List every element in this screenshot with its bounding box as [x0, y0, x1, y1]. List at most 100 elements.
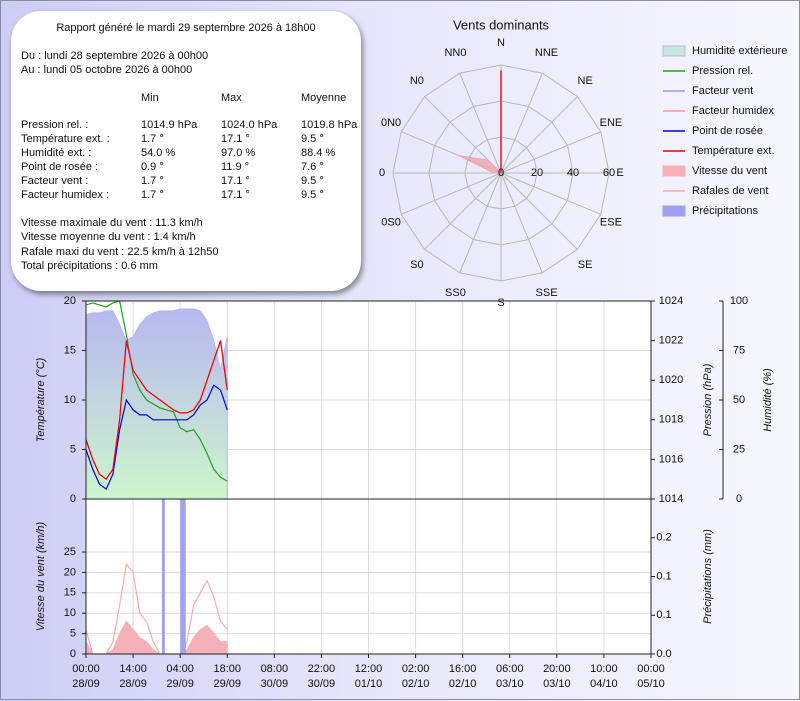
direction-label: NN0: [444, 47, 466, 59]
radial-tick-label: 20: [531, 167, 543, 179]
y-axis-title: Température (°C): [35, 357, 47, 442]
direction-label: NE: [578, 75, 593, 87]
legend-label: Facteur humidex: [692, 105, 774, 117]
spoke: [500, 73, 543, 174]
direction-label: NNE: [535, 47, 558, 59]
stat-value: 54.0 %: [141, 146, 176, 159]
y-tick-label: 10: [64, 607, 76, 619]
y2-tick-label: 0.2: [656, 532, 671, 544]
stat-value: 7.6 °: [301, 160, 324, 173]
y3-axis-title: Humidité (%): [762, 368, 774, 432]
x-tick-label: 28/09: [119, 678, 147, 690]
y-tick-label: 10: [64, 394, 76, 406]
stat-value: 17.1 °: [221, 132, 250, 145]
spoke: [401, 172, 502, 215]
legend-label: Précipitations: [692, 205, 759, 217]
y-tick-label: 20: [64, 566, 76, 578]
y-tick-label: 5: [70, 628, 76, 640]
y-tick-label: 15: [64, 344, 76, 356]
radial-tick-label: 60: [603, 167, 615, 179]
direction-label: N0: [410, 75, 424, 87]
x-tick-label: 14:00: [119, 663, 147, 675]
x-tick-label: 03/10: [543, 678, 571, 690]
report-to: Au : lundi 05 octobre 2026 à 00h00: [21, 64, 193, 76]
x-tick-label: 01/10: [355, 678, 383, 690]
y-tick-label: 5: [70, 443, 76, 455]
line: [86, 384, 228, 491]
column-header: Max: [221, 92, 242, 104]
chart-title: Vents dominants: [453, 17, 550, 32]
y2-axis-title: Précipitations (mm): [702, 529, 714, 624]
y2-tick-label: 1020: [659, 374, 683, 386]
x-tick-label: 30/09: [308, 678, 336, 690]
stat-value: 17.1 °: [221, 188, 250, 201]
stat-label: Température ext. :: [21, 132, 110, 145]
stat-value: 11.9 °: [221, 160, 250, 173]
y-tick-label: 20: [64, 295, 76, 307]
y2-tick-label: 1024: [659, 295, 683, 307]
x-tick-label: 06:00: [496, 663, 524, 675]
y3-tick-label: 25: [733, 443, 745, 455]
x-tick-label: 02:00: [402, 663, 430, 675]
x-tick-label: 10:00: [590, 663, 618, 675]
direction-label: SSE: [536, 287, 558, 299]
direction-label: SS0: [445, 287, 466, 299]
radial-tick-label: 40: [567, 167, 579, 179]
stat-value: 9.5 °: [301, 188, 324, 201]
area: [86, 308, 228, 499]
y2-tick-label: 1022: [659, 335, 683, 347]
x-tick-label: 00:00: [637, 663, 665, 675]
legend-swatch: [662, 205, 686, 217]
x-tick-label: 03/10: [496, 678, 524, 690]
direction-label: SE: [578, 259, 593, 271]
direction-label: ESE: [600, 217, 622, 229]
bar: [180, 499, 184, 654]
stat-value: 0.9 °: [141, 160, 164, 173]
x-tick-label: 20:00: [543, 663, 571, 675]
direction-label: ENE: [600, 117, 623, 129]
report-box: Rapport généré le mardi 29 septembre 202…: [11, 11, 361, 291]
x-tick-label: 22:00: [308, 663, 336, 675]
area: [86, 620, 228, 654]
direction-label: 0S0: [381, 217, 401, 229]
x-tick-label: 08:00: [261, 663, 289, 675]
direction-label: N: [497, 37, 505, 49]
legend-label: Rafales de vent: [692, 185, 768, 197]
y2-tick-label: 1014: [659, 493, 683, 505]
stat-label: Pression rel. :: [21, 119, 89, 131]
direction-label: S0: [410, 259, 423, 271]
stat-label: Humidité ext. :: [21, 146, 92, 159]
legend-label: Vitesse du vent: [692, 165, 767, 177]
stat-value: 1024.0 hPa: [221, 119, 278, 131]
spoke: [459, 73, 502, 174]
stat-value: 1019.8 hPa: [301, 119, 358, 131]
report-note: Vitesse maximale du vent : 11.3 km/h: [21, 217, 203, 229]
stat-value: 88.4 %: [301, 146, 336, 159]
y2-tick-label: 1016: [659, 453, 683, 465]
legend-label: Pression rel.: [692, 65, 753, 77]
legend-label: Point de rosée: [692, 125, 763, 137]
x-tick-label: 29/09: [213, 678, 241, 690]
stat-label: Facteur humidex :: [21, 188, 110, 201]
direction-label: 0: [379, 167, 385, 179]
line: [86, 340, 228, 481]
report-note: Vitesse moyenne du vent : 1.4 km/h: [21, 231, 196, 244]
bar: [161, 499, 165, 654]
x-tick-label: 28/09: [72, 678, 100, 690]
x-tick-label: 18:00: [213, 663, 241, 675]
x-tick-label: 12:00: [355, 663, 383, 675]
spoke: [500, 131, 601, 174]
series-group: [86, 499, 228, 654]
legend-swatch: [662, 165, 686, 177]
y2-axis-title: Pression (hPa): [702, 363, 714, 436]
legend-label: Humidité extérieure: [692, 45, 787, 57]
report-from: Du : lundi 28 septembre 2026 à 00h00: [21, 50, 209, 62]
direction-label: S: [497, 297, 504, 309]
x-tick-label: 05/10: [637, 678, 665, 690]
rose-area: [459, 155, 503, 174]
y3-tick-label: 75: [733, 344, 745, 356]
stat-value: 9.5 °: [301, 132, 324, 145]
y-tick-label: 25: [64, 546, 76, 558]
stat-value: 1.7 °: [141, 174, 164, 187]
